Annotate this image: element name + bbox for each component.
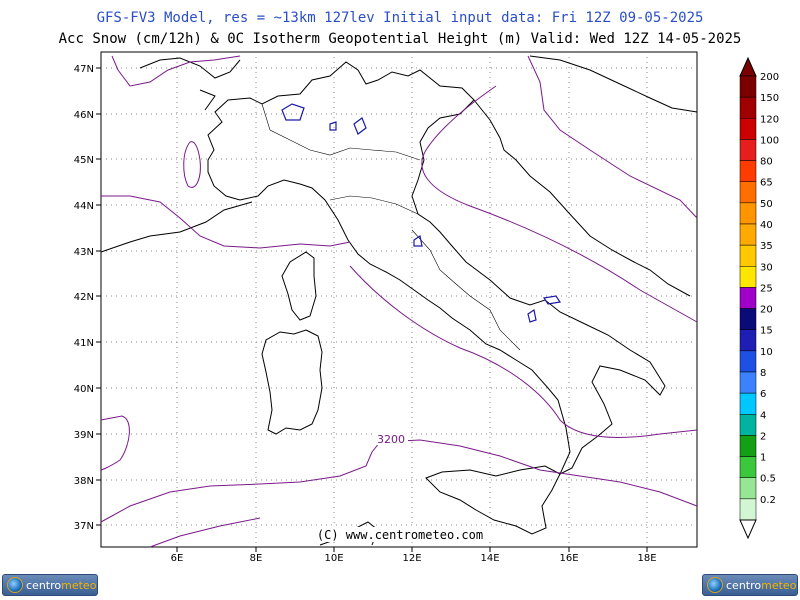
lat-label: 44N: [74, 201, 94, 212]
globe-icon: [7, 577, 23, 593]
legend-swatch: [739, 329, 757, 352]
legend-swatch: [739, 118, 757, 140]
legend-label: 120: [760, 114, 779, 125]
snow-area: [281, 103, 305, 121]
logo-text-suffix: meteo: [761, 578, 797, 592]
legend-swatch: [739, 160, 757, 182]
legend-swatch: [739, 477, 757, 500]
logo-text-prefix: centro: [26, 578, 62, 592]
legend-swatch: [739, 435, 757, 457]
latitude-labels: 47N 46N 45N 44N 43N 42N 41N 40N 39N 38N …: [74, 64, 94, 532]
legend-label: 200: [760, 72, 779, 83]
latitude-ticks: [96, 67, 101, 526]
legend-swatch: [739, 498, 757, 521]
legend-label: 25: [760, 283, 773, 294]
legend-label: 30: [760, 262, 773, 273]
legend-label: 15: [760, 326, 773, 337]
corsica-coastline: [281, 251, 317, 321]
lat-label: 38N: [74, 476, 94, 487]
lat-label: 40N: [74, 384, 94, 395]
logo-text-prefix: centro: [726, 578, 762, 592]
snow-area: [413, 235, 423, 247]
legend-label: 20: [760, 305, 773, 316]
legend-swatch: [739, 371, 757, 394]
globe-icon: [707, 577, 723, 593]
copyright-text: (C) www.centrometeo.com: [317, 528, 483, 542]
legend-label: 0.2: [760, 495, 776, 506]
legend-label: 10: [760, 347, 773, 358]
sardinia-coastline: [261, 329, 323, 435]
legend-label: 40: [760, 220, 773, 231]
logo-text-suffix: meteo: [61, 578, 97, 592]
balkan-coastline: [473, 99, 691, 297]
legend-label: 35: [760, 241, 773, 252]
legend-label: 2: [760, 431, 766, 442]
legend-swatch: [739, 266, 757, 288]
legend-label: 150: [760, 93, 779, 104]
legend-swatch: [739, 223, 757, 246]
lat-label: 43N: [74, 247, 94, 258]
legend-swatch: [739, 139, 757, 161]
contour-label: 3200: [377, 433, 405, 446]
legend-label: 8: [760, 368, 766, 379]
legend-swatch: [739, 181, 757, 204]
lon-label: 14E: [480, 553, 499, 564]
snow-area: [527, 309, 537, 323]
legend-label: 1: [760, 453, 766, 464]
longitude-ticks: [176, 547, 648, 552]
snow-areas: [281, 103, 562, 323]
map-frame: [100, 51, 698, 548]
legend-label: 50: [760, 199, 773, 210]
contour-label-bg: [374, 432, 408, 445]
lon-label: 6E: [171, 553, 184, 564]
centrometeo-logo-left: centro meteo: [2, 574, 98, 596]
isotherm-contours: [100, 55, 698, 548]
longitude-labels: 6E 8E 10E 12E 14E 16E 18E: [171, 553, 657, 564]
sicily-coastline: [425, 465, 561, 535]
legend-colorbar: 200 150 120 100 80 65 50 40 35 30 25 20 15 10 8 6 4 2 1 0.5…: [739, 56, 779, 540]
legend-swatch: [739, 350, 757, 373]
legend-swatch: [739, 392, 757, 415]
lat-label: 37N: [74, 521, 94, 532]
legend-swatch: [739, 244, 757, 267]
legend-swatch: [739, 414, 757, 436]
chart-title-line1: GFS-FV3 Model, res = ~13km 127lev Initia…: [96, 10, 704, 26]
italy-coastline: [207, 61, 666, 476]
legend-label: 0.5: [760, 474, 776, 485]
snow-area: [542, 295, 562, 305]
legend-swatch: [739, 202, 757, 225]
legend-swatch: [739, 456, 757, 478]
legend-swatch: [739, 75, 757, 98]
copyright-bg: [306, 527, 494, 542]
lon-label: 12E: [402, 553, 421, 564]
legend-swatch: [739, 287, 757, 309]
snow-area: [329, 121, 337, 131]
lat-label: 47N: [74, 64, 94, 75]
lon-label: 18E: [637, 553, 656, 564]
legend-label: 65: [760, 178, 773, 189]
lat-label: 39N: [74, 430, 94, 441]
lon-label: 10E: [324, 553, 343, 564]
legend-label: 80: [760, 157, 773, 168]
legend-label: 100: [760, 135, 779, 146]
centrometeo-logo-right: centro meteo: [702, 574, 798, 596]
legend-swatch: [739, 96, 757, 119]
lon-label: 8E: [250, 553, 263, 564]
legend-label: 4: [760, 410, 766, 421]
legend-arrow-bottom: [739, 519, 757, 540]
lat-label: 41N: [74, 338, 94, 349]
chart-title-line2: Acc Snow (cm/12h) & 0C Isotherm Geopoten…: [58, 31, 742, 47]
legend-arrow-top: [739, 56, 757, 77]
snow-area: [353, 117, 367, 135]
lat-label: 45N: [74, 155, 94, 166]
lon-label: 16E: [559, 553, 578, 564]
lat-label: 42N: [74, 292, 94, 303]
legend-label: 6: [760, 389, 766, 400]
lat-label: 46N: [74, 110, 94, 121]
legend-swatch: [739, 308, 757, 330]
